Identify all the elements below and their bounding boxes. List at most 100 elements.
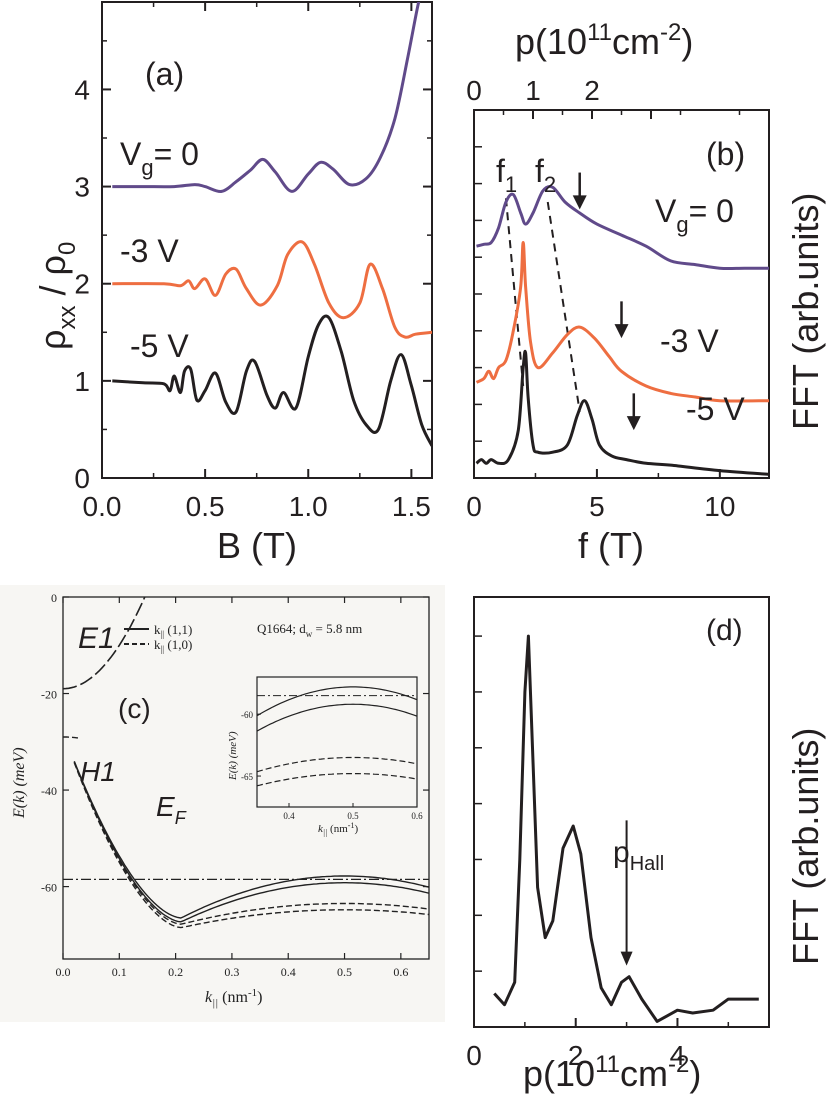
b-arrow-head	[572, 195, 587, 210]
panel-c-label: (c)	[118, 693, 151, 724]
c-x-tick-label: 0.1	[112, 965, 127, 979]
panel-d-label: (d)	[706, 614, 743, 647]
panel-d-curves	[493, 634, 759, 1023]
panel-b-arrows	[572, 172, 641, 431]
b-top-tick-label: 2	[584, 75, 600, 106]
a-x-tick-label: 1.0	[289, 491, 328, 522]
c-y-tick-label: -60	[41, 881, 57, 895]
b-top-tick-label: 0	[466, 75, 482, 106]
b-x-tick-label: 0	[466, 491, 482, 522]
panel-a-y-axis-title: ρxx / ρ0	[32, 242, 81, 350]
panel-b-top-axis-title: p(1011cm-2)	[515, 19, 693, 62]
panel-d-frame	[473, 596, 770, 1028]
panel-b: 0 5 100 1 2 (b) f1 f2 Vg= 0 -3 V -5 V f (T) …	[466, 19, 826, 566]
inset-band-3	[257, 773, 417, 787]
c-x-tick-label: 0.4	[281, 965, 296, 979]
a-y-tick-label: 2	[74, 269, 90, 300]
b-x-tick-label: 5	[589, 491, 605, 522]
panel-a: 0.0 0.5 1.0 1.5 0 1 2 3 4 (a) Vg= 0 -3 V -5 V B …	[32, 1, 433, 566]
panel-b-curves	[475, 184, 770, 476]
a-x-tick-label: 0.5	[186, 491, 225, 522]
c-x-tick-label: 0.2	[168, 965, 183, 979]
inset-ticks: 0.4 0.5 0.6 -60 -65	[241, 710, 423, 821]
c-x-tick-label: 0.0	[56, 965, 71, 979]
a-x-tick-label: 1.5	[392, 491, 431, 522]
panel-b-peak-label-f1: f1	[496, 153, 517, 197]
panel-a-frame	[101, 1, 433, 479]
inset-y-tick-label: -65	[241, 772, 253, 782]
panel-c-inset: 0.4 0.5 0.6 -60 -65 k|| (nm-1) E(k) (meV)	[227, 676, 423, 837]
annotation-p-hall: pHall	[613, 836, 664, 875]
c-e1-band	[63, 597, 146, 690]
a-y-tick-label: 3	[74, 172, 90, 203]
legend-item-k-1-1: k|| (1,1)	[154, 622, 192, 639]
panel-a-series-label-m5v: -5 V	[130, 328, 189, 364]
c-h1-band-1	[73, 761, 429, 923]
c-y-tick-label: -40	[41, 784, 57, 798]
panel-b-dashed-guides	[504, 198, 581, 412]
b-arrow-head	[614, 324, 629, 339]
d-arrow-head	[620, 951, 633, 966]
inset-y-axis-title: E(k) (meV)	[227, 731, 239, 781]
b-arrow-head	[626, 416, 641, 431]
b-top-tick-label: 1	[525, 75, 541, 106]
b-series-line-1	[475, 240, 770, 403]
c-h1-band-2	[73, 761, 429, 925]
c-h1-band-0	[73, 760, 429, 919]
panel-b-ticks: 0 5 10 0 1 2	[466, 75, 741, 522]
panel-b-series-label-m3v: -3 V	[660, 323, 719, 359]
d-x-tick-label: 0	[466, 1040, 482, 1071]
a-y-tick-label: 4	[74, 74, 90, 105]
panel-a-curves	[112, 2, 432, 447]
panel-a-series-label-vg0: Vg= 0	[120, 136, 199, 180]
inset-frame	[256, 676, 418, 808]
a-x-tick-label: 0.0	[83, 491, 122, 522]
inset-band-1	[257, 703, 417, 732]
p-hall-arrow	[620, 820, 633, 966]
panel-d: 0 2 4 (d) pHall p(1011cm-2) FFT (arb.units…	[466, 596, 826, 1094]
panel-c: 0.0 0.1 0.2 0.3 0.4 0.5 0.6 0 -20 -40 -60 Q1664; d…	[0, 585, 445, 1022]
d-x-tick-label: 2	[568, 1040, 584, 1071]
panel-d-y-axis-title: FFT (arb.units)	[785, 728, 826, 965]
inset-band-2	[257, 756, 417, 773]
panel-a-label: (a)	[145, 56, 184, 92]
panel-d-ticks: 0 2 4	[466, 635, 730, 1071]
panel-b-y-axis-title: FFT (arb.units)	[785, 193, 826, 430]
legend-item-k-1-0: k|| (1,0)	[154, 637, 192, 654]
panel-c-y-axis-title: E(k) (meV)	[11, 747, 28, 819]
d-series-line-0	[493, 634, 759, 1023]
a-series-line-1	[112, 240, 432, 339]
inset-x-tick-label: 0.6	[411, 811, 423, 821]
inset-band-0	[257, 686, 417, 717]
b-guide-f1	[504, 198, 525, 387]
panel-a-x-axis-title: B (T)	[217, 525, 297, 566]
a-y-tick-label: 1	[74, 366, 90, 397]
panel-c-frame	[62, 596, 430, 960]
panel-b-series-label-vg0: Vg= 0	[655, 193, 734, 237]
b-guide-f2	[546, 201, 581, 412]
panel-b-series-label-m5v: -5 V	[686, 391, 745, 427]
a-series-line-2	[112, 314, 432, 447]
panel-b-x-axis-title: f (T)	[578, 525, 644, 566]
c-y-tick-label: -20	[41, 688, 57, 702]
c-x-tick-label: 0.6	[393, 965, 408, 979]
panel-c-ticks: 0.0 0.1 0.2 0.3 0.4 0.5 0.6 0 -20 -40 -60	[41, 591, 429, 979]
panel-d-x-axis-title: p(1011cm-2)	[523, 1051, 701, 1094]
band-label-h1: H1	[80, 756, 116, 787]
c-lower-band-stub	[63, 736, 81, 739]
a-series-line-0	[112, 2, 421, 193]
c-h1-band-3	[73, 762, 429, 929]
fermi-level-label: EF	[156, 791, 187, 828]
a-y-tick-label: 0	[74, 463, 90, 494]
panel-c-x-axis-title: k|| (nm-1)	[205, 987, 262, 1009]
inset-curves	[257, 686, 417, 787]
band-label-e1: E1	[78, 622, 115, 655]
c-x-tick-label: 0.3	[224, 965, 239, 979]
inset-y-tick-label: -60	[241, 710, 253, 720]
b-x-tick-label: 10	[704, 491, 735, 522]
b-series-line-2	[475, 349, 770, 476]
panel-b-peak-label-f2: f2	[535, 153, 556, 197]
inset-x-axis-title: k|| (nm-1)	[318, 821, 358, 837]
d-x-tick-label: 4	[670, 1040, 686, 1071]
